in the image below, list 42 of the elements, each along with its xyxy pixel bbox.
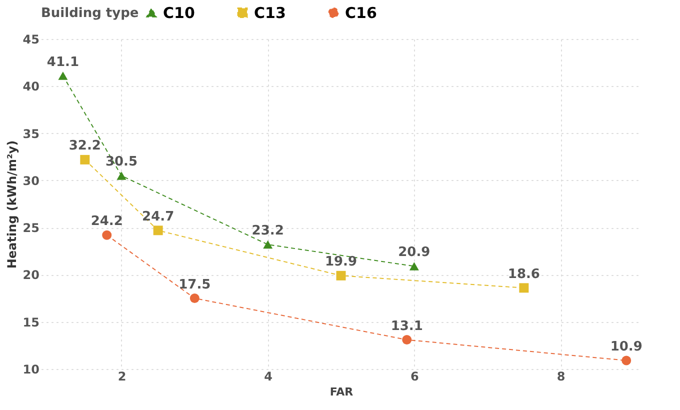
y-tick-label: 10 <box>22 362 40 376</box>
x-tick-label: 8 <box>556 370 566 384</box>
point <box>190 294 200 304</box>
data-label: 30.5 <box>105 154 138 170</box>
data-label: 18.6 <box>508 266 540 282</box>
point <box>102 230 112 240</box>
legend-label: C10 <box>163 4 195 22</box>
x-tick-label: 4 <box>264 370 273 384</box>
legend-title: Building type <box>41 6 139 21</box>
y-tick-label: 45 <box>22 32 40 46</box>
data-label: 32.2 <box>68 138 101 154</box>
data-label: 10.9 <box>610 340 642 355</box>
y-tick-label: 40 <box>22 80 40 94</box>
x-tick-label: 6 <box>410 370 419 384</box>
data-label: 20.9 <box>398 245 430 260</box>
point <box>409 262 419 270</box>
point <box>336 270 346 280</box>
data-label: 41.1 <box>46 54 79 70</box>
data-label: 24.2 <box>90 214 123 230</box>
x-tick-label: 2 <box>118 370 126 384</box>
point <box>263 240 273 249</box>
legend-label: C16 <box>345 4 377 22</box>
y-tick-label: 15 <box>22 315 40 330</box>
point <box>622 356 632 366</box>
point <box>80 154 90 164</box>
data-label: 19.9 <box>324 254 358 270</box>
point <box>153 226 163 236</box>
y-tick-label: 20 <box>22 268 40 282</box>
y-tick-label: 25 <box>22 221 40 236</box>
data-label: 17.5 <box>178 277 211 292</box>
x-axis-title: FAR <box>330 386 354 398</box>
y-tick-label: 35 <box>22 126 40 141</box>
point <box>519 283 529 293</box>
y-axis-title: Heating (kWh/m²y) <box>4 140 19 269</box>
legend-label: C13 <box>254 4 286 22</box>
point <box>58 72 68 80</box>
data-label: 13.1 <box>390 318 423 334</box>
data-label: 24.7 <box>142 209 174 224</box>
y-tick-label: 30 <box>22 174 40 188</box>
point <box>402 335 412 345</box>
point <box>116 172 126 180</box>
data-label: 23.2 <box>252 224 284 239</box>
